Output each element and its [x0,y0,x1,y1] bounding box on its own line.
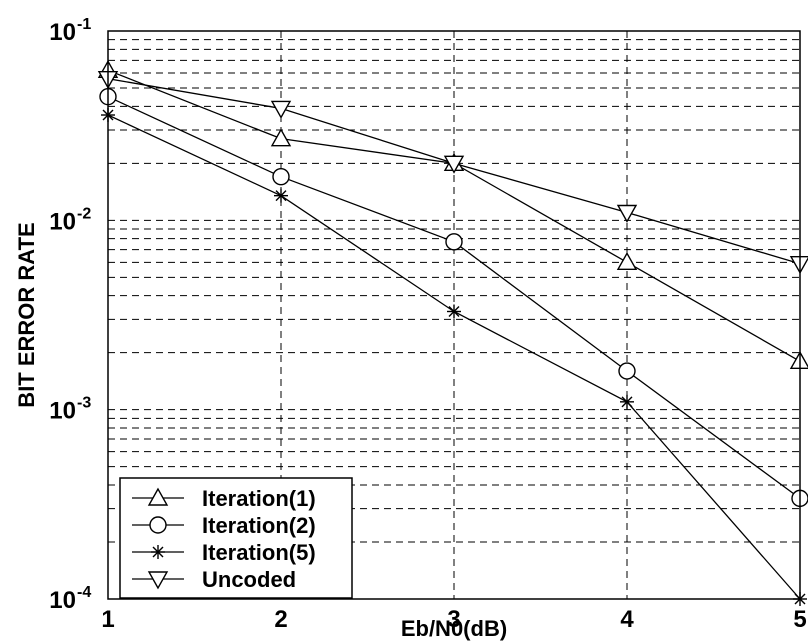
data-point [618,362,636,380]
marker-stroke [448,305,460,317]
series-lines [97,59,808,606]
data-point [443,155,465,174]
marker-stroke [275,190,287,202]
legend-marker [147,571,169,590]
data-point [620,394,634,409]
data-point [616,251,638,271]
legend-marker [149,516,167,534]
x-tick-label: 4 [620,606,634,633]
y-tick-label: 10 [49,398,76,425]
data-point [270,100,292,119]
tick-labels: 1 2 3 4 510-410-310-210-1 [49,16,806,633]
legend-label: Uncoded [202,567,296,592]
y-tick-exponent: -2 [77,205,91,222]
data-point [616,204,638,223]
data-point [274,188,288,203]
legend-entry: Uncoded [132,567,296,592]
x-tick-label: 2 [274,606,287,633]
legend-marker [147,487,169,506]
legend-entry: Iteration(1) [132,486,316,511]
y-tick-exponent: -1 [77,16,91,33]
legend-entry: Iteration(2) [132,513,316,538]
marker-stroke [152,546,164,558]
data-point [445,233,463,251]
y-tick-exponent: -3 [77,395,91,412]
x-axis-label: Eb/N0(dB) [401,616,507,641]
y-axis-label: BIT ERROR RATE [14,222,39,407]
legend-marker [151,545,165,559]
legend: Iteration(1)Iteration(2)Iteration(5)Unco… [119,477,353,599]
plot-frame [107,30,801,600]
data-point [270,128,292,147]
y-tick-label: 10 [49,19,76,46]
y-tick-label: 10 [49,587,76,614]
legend-label: Iteration(1) [202,486,316,511]
legend-entry: Iteration(5) [132,540,316,565]
data-point [272,168,290,186]
x-tick-label: 1 [101,606,114,633]
marker-stroke [621,396,633,408]
y-tick-label: 10 [49,208,76,235]
legend-label: Iteration(2) [202,513,316,538]
y-tick-exponent: -4 [77,584,91,601]
series-uncoded [97,70,808,275]
x-tick-label: 5 [793,606,806,633]
data-point [447,304,461,319]
x-tick-label: 3 [447,606,460,633]
legend-label: Iteration(5) [202,540,316,565]
